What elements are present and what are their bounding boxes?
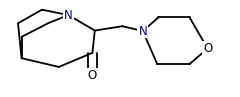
Text: O: O <box>88 69 97 82</box>
Text: O: O <box>203 42 212 55</box>
Text: N: N <box>64 9 73 22</box>
Text: N: N <box>138 25 147 38</box>
